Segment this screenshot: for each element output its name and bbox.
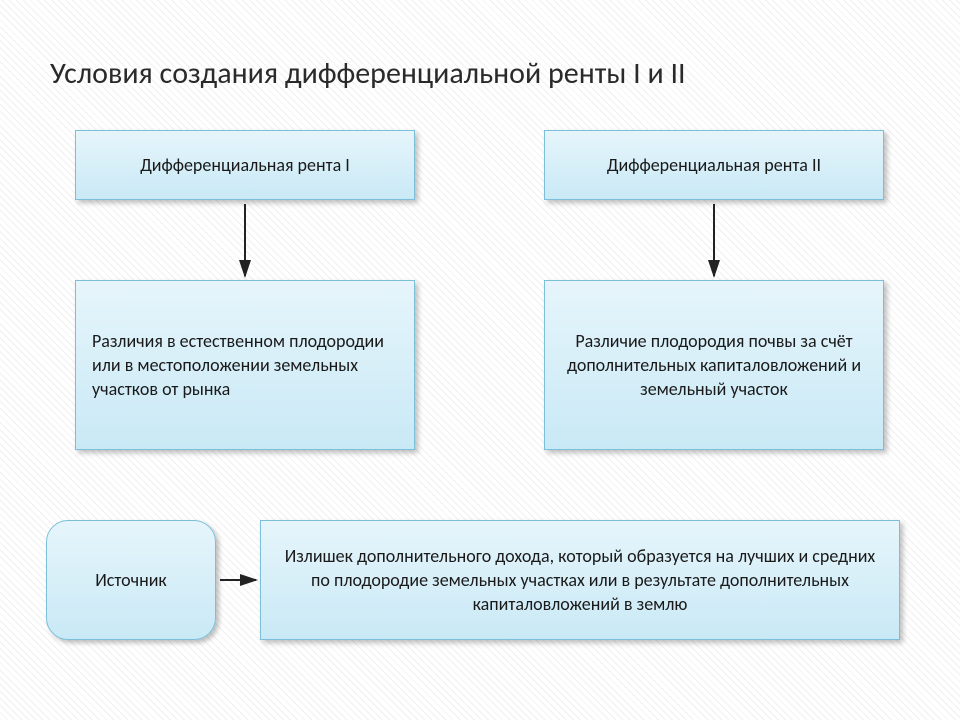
slide: Условия создания дифференциальной ренты … <box>0 0 960 720</box>
arrow-rent1 <box>0 0 960 720</box>
